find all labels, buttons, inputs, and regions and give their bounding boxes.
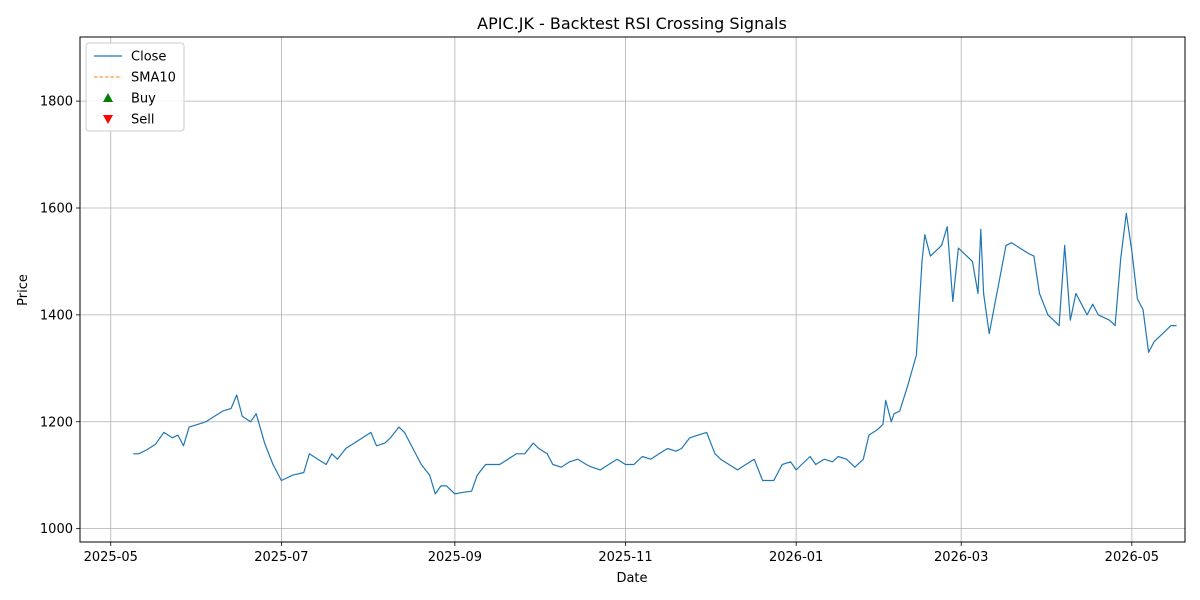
y-axis-label: Price xyxy=(16,274,31,306)
axes-frame xyxy=(79,36,1186,543)
y-tick-label: 1000 xyxy=(40,522,73,537)
legend-label: SMA10 xyxy=(131,71,176,86)
legend-label: Buy xyxy=(131,92,156,107)
x-axis-label: Date xyxy=(616,571,647,586)
chart-title: APIC.JK - Backtest RSI Crossing Signals xyxy=(477,14,787,33)
legend-buy-swatch xyxy=(103,93,113,102)
y-tick-label: 1200 xyxy=(40,415,73,430)
x-tick-label: 2025-09 xyxy=(428,550,482,565)
plot-area: 1000 1200 1400 1600 1800 2025-05 2025-07 2025-0… xyxy=(40,36,1186,565)
legend-box xyxy=(85,42,185,132)
y-tick-label: 1800 xyxy=(40,95,73,110)
x-tick-label: 2026-03 xyxy=(934,550,988,565)
legend: Close SMA10 Buy Sell xyxy=(85,42,185,132)
legend-sell-swatch xyxy=(103,115,113,124)
x-tick-label: 2026-01 xyxy=(769,550,823,565)
x-tick-label: 2025-11 xyxy=(598,550,652,565)
x-tick-label: 2025-07 xyxy=(254,550,308,565)
y-tick-label: 1600 xyxy=(40,202,73,217)
x-tick-label: 2026-05 xyxy=(1105,550,1159,565)
close-series-line xyxy=(133,212,1177,495)
legend-label: Sell xyxy=(131,113,154,128)
y-tick-label: 1400 xyxy=(40,308,73,323)
x-tick-label: 2025-05 xyxy=(84,550,138,565)
legend-label: Close xyxy=(131,50,166,65)
